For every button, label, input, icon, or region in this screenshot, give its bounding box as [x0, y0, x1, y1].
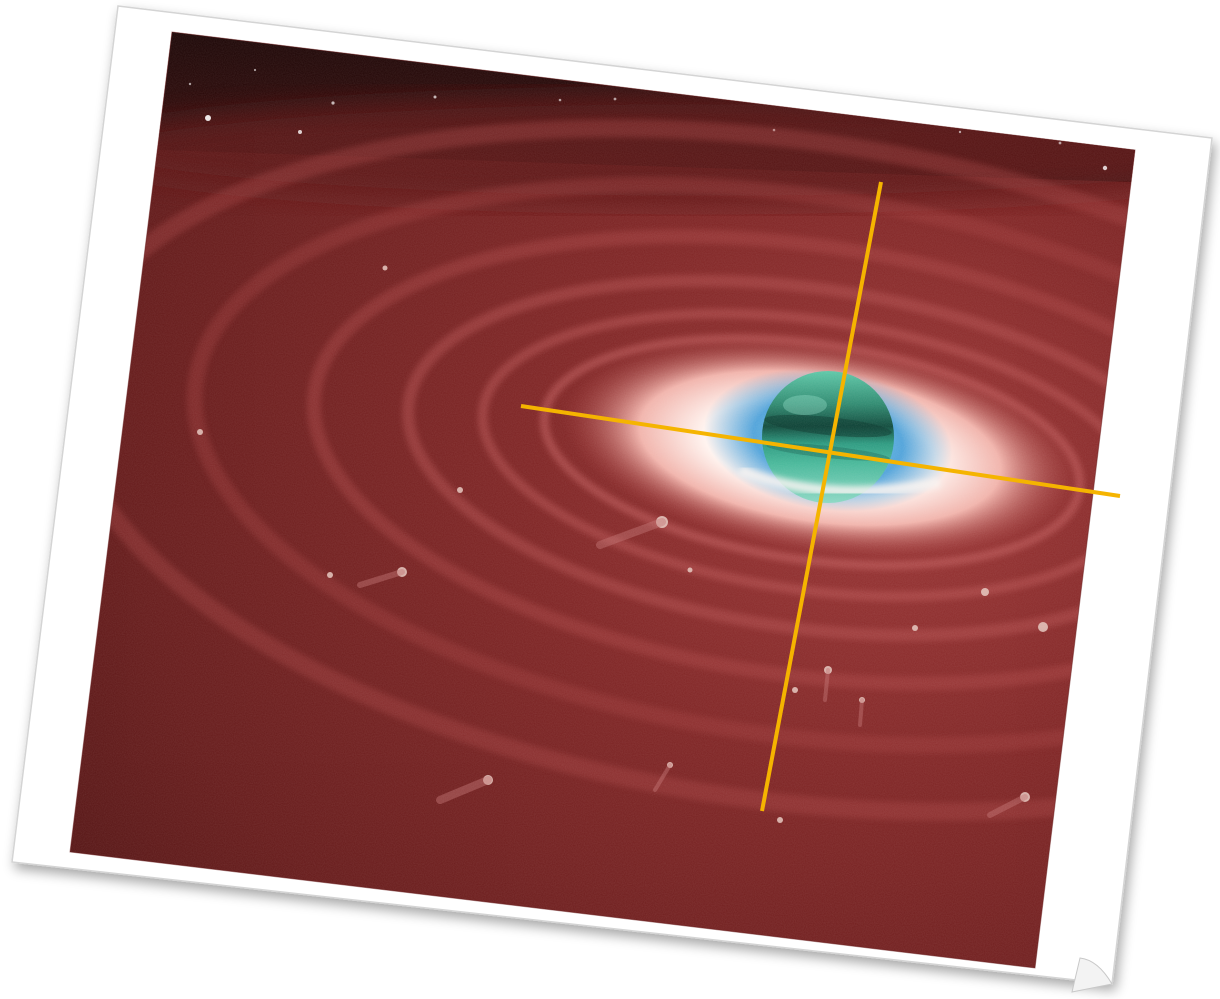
crosshair-horizontal-line [520, 404, 1121, 498]
crosshair-vertical-line [760, 181, 883, 812]
crosshair [520, 181, 1121, 812]
page-curl [1071, 957, 1113, 993]
